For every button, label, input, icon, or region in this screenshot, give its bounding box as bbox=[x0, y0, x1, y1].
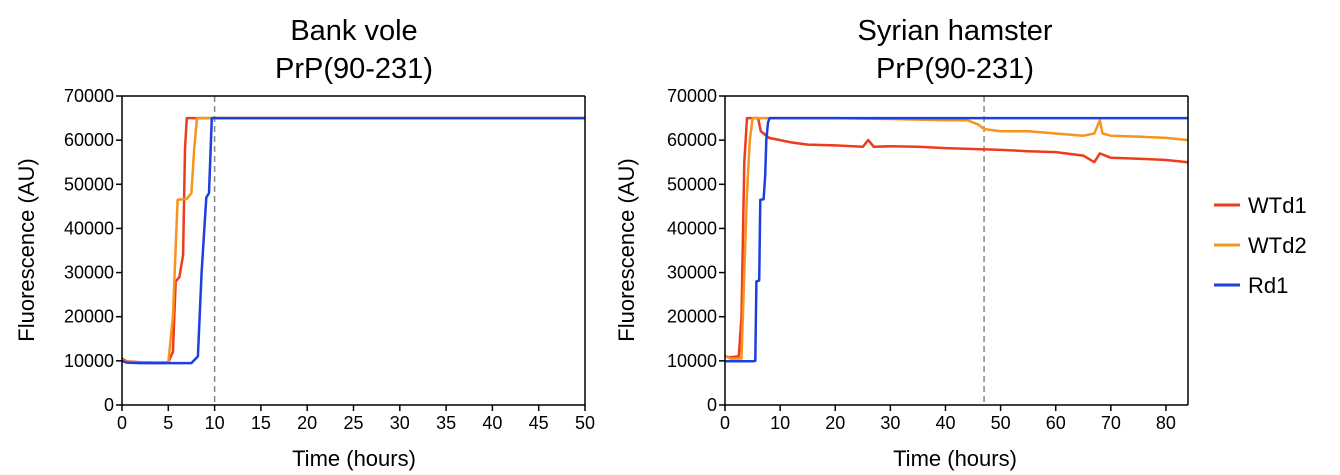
series-line-rd1 bbox=[725, 116, 1188, 363]
chart-title-line2: PrP(90-231) bbox=[275, 53, 433, 85]
x-tick-label: 25 bbox=[343, 413, 363, 433]
series-group bbox=[121, 116, 585, 365]
x-tick-label: 60 bbox=[1046, 413, 1066, 433]
y-tick-label: 70000 bbox=[64, 86, 114, 106]
y-axis-label: Fluorescence (AU) bbox=[14, 158, 39, 341]
x-tick-label: 0 bbox=[117, 413, 127, 433]
series-line-wtd1 bbox=[724, 116, 1189, 359]
y-tick-label: 60000 bbox=[667, 130, 717, 150]
x-tick-label: 40 bbox=[482, 413, 502, 433]
series-line-rd1 bbox=[121, 116, 585, 365]
y-tick-label: 70000 bbox=[667, 86, 717, 106]
y-tick-label: 10000 bbox=[64, 351, 114, 371]
x-tick-label: 10 bbox=[205, 413, 225, 433]
y-tick-label: 30000 bbox=[667, 263, 717, 283]
x-tick-label: 10 bbox=[770, 413, 790, 433]
y-tick-label: 20000 bbox=[64, 307, 114, 327]
syrian-hamster-chart: Syrian hamster PrP(90-231) Fluorescence … bbox=[614, 15, 1189, 471]
y-tick-label: 0 bbox=[104, 395, 114, 415]
chart-title-line1: Syrian hamster bbox=[857, 15, 1052, 47]
axes bbox=[121, 95, 586, 406]
series-line-wtd2 bbox=[121, 116, 585, 365]
x-tick-label: 50 bbox=[991, 413, 1011, 433]
legend-item-wtd1: WTd1 bbox=[1214, 193, 1307, 218]
x-tick-label: 80 bbox=[1156, 413, 1176, 433]
chart-title-line2: PrP(90-231) bbox=[876, 53, 1034, 85]
chart-title-line1: Bank vole bbox=[290, 15, 417, 47]
y-tick-label: 0 bbox=[707, 395, 717, 415]
x-tick-label: 15 bbox=[251, 413, 271, 433]
series-line-wtd2 bbox=[724, 116, 1189, 360]
x-tick-label: 20 bbox=[825, 413, 845, 433]
legend-label-wtd1: WTd1 bbox=[1248, 193, 1307, 218]
x-tick-label: 35 bbox=[436, 413, 456, 433]
x-tick-label: 70 bbox=[1101, 413, 1121, 433]
legend: WTd1 WTd2 Rd1 bbox=[1214, 193, 1307, 298]
legend-item-rd1: Rd1 bbox=[1214, 273, 1288, 298]
y-tick-label: 50000 bbox=[64, 174, 114, 194]
y-tick-label: 20000 bbox=[667, 307, 717, 327]
y-axis-label: Fluorescence (AU) bbox=[614, 158, 639, 341]
x-tick-label: 20 bbox=[297, 413, 317, 433]
x-tick-label: 50 bbox=[575, 413, 595, 433]
legend-label-wtd2: WTd2 bbox=[1248, 233, 1307, 258]
x-tick-label: 0 bbox=[720, 413, 730, 433]
x-tick-label: 40 bbox=[935, 413, 955, 433]
x-tick-label: 30 bbox=[880, 413, 900, 433]
x-tick-label: 45 bbox=[529, 413, 549, 433]
axes bbox=[724, 95, 1189, 406]
ticks: 0 10000 20000 30000 40000 50000 60000 70000 0 10 2… bbox=[667, 86, 1176, 433]
x-tick-label: 30 bbox=[390, 413, 410, 433]
x-axis-label: Time (hours) bbox=[893, 446, 1017, 471]
y-tick-label: 30000 bbox=[64, 263, 114, 283]
series-group bbox=[724, 116, 1189, 363]
y-tick-label: 60000 bbox=[64, 130, 114, 150]
x-axis-label: Time (hours) bbox=[292, 446, 416, 471]
x-tick-label: 5 bbox=[163, 413, 173, 433]
ticks: 0 10000 20000 30000 40000 50000 60000 70000 0 5 10… bbox=[64, 86, 595, 433]
y-tick-label: 40000 bbox=[667, 218, 717, 238]
y-tick-label: 10000 bbox=[667, 351, 717, 371]
legend-label-rd1: Rd1 bbox=[1248, 273, 1288, 298]
series-line-wtd1 bbox=[121, 116, 585, 364]
y-tick-label: 40000 bbox=[64, 218, 114, 238]
legend-item-wtd2: WTd2 bbox=[1214, 233, 1307, 258]
bank-vole-chart: Bank vole PrP(90-231) Fluorescence (AU) … bbox=[14, 15, 595, 471]
y-tick-label: 50000 bbox=[667, 174, 717, 194]
